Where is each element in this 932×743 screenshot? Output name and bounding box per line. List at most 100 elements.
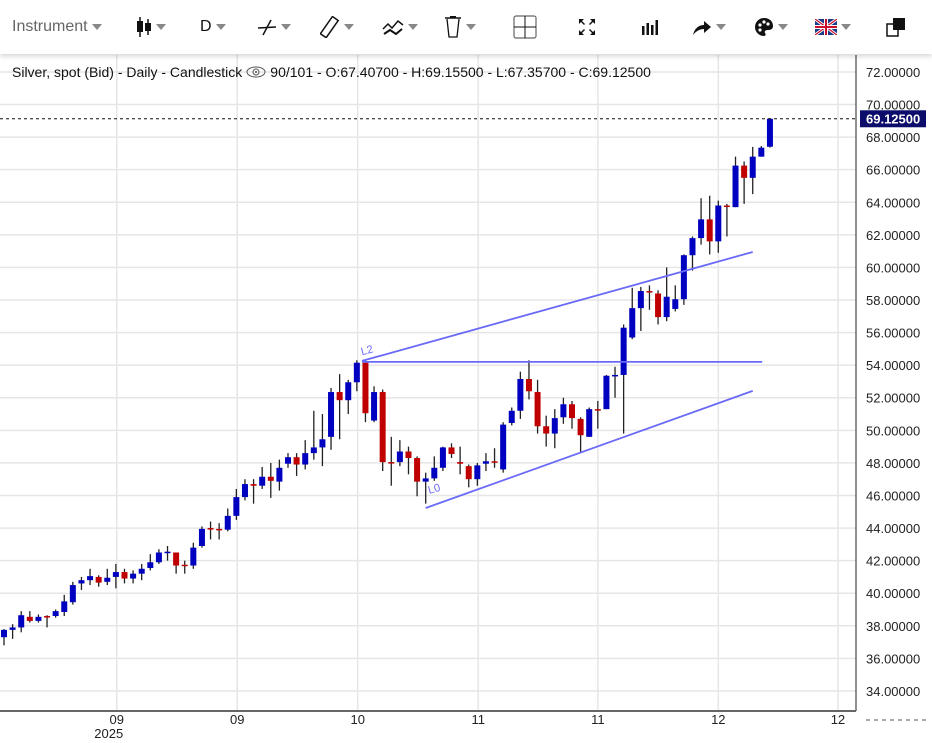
candle-body <box>465 466 472 480</box>
indicator-icon <box>382 19 404 36</box>
price-axis[interactable]: 34.00000 36.00000 38.00000 40.00000 42.00000… <box>866 65 920 699</box>
candle-body <box>758 147 765 157</box>
candle-body <box>491 461 498 463</box>
delete-button[interactable] <box>444 14 476 40</box>
time-tick-label: 11 <box>471 712 485 727</box>
candle <box>104 568 111 586</box>
candle <box>500 422 507 473</box>
candle-body <box>474 465 481 480</box>
line-tool-button[interactable] <box>257 14 291 40</box>
candle-body <box>500 424 507 470</box>
candle <box>138 563 145 581</box>
candle-body <box>646 291 653 293</box>
fullscreen-button[interactable] <box>578 14 596 40</box>
candle-body <box>439 447 446 468</box>
fullscreen-icon <box>579 19 595 35</box>
time-tick-label: 12 <box>831 712 845 727</box>
volume-button[interactable] <box>641 14 659 40</box>
instrument-select[interactable]: Instrument <box>12 14 102 40</box>
last-price-badge: 69.12500 <box>860 110 926 128</box>
price-tick-label: 48.00000 <box>866 456 920 471</box>
indicators-button[interactable] <box>382 14 418 40</box>
candle-body <box>663 296 670 318</box>
drawings[interactable]: L2 L0 <box>360 251 763 509</box>
palette-icon <box>755 18 773 36</box>
candle <box>198 526 205 548</box>
chart-legend: Silver, spot (Bid) - Daily - Candlestick… <box>12 64 651 80</box>
legend-title: Silver, spot (Bid) - Daily - Candlestick <box>12 64 243 80</box>
candle-body <box>569 404 576 419</box>
candle-body <box>482 461 489 464</box>
candle <box>1 629 8 646</box>
theme-button[interactable] <box>754 14 788 40</box>
candle-body <box>336 392 343 401</box>
time-tick-label: 12 <box>711 712 725 727</box>
language-button[interactable] <box>815 14 851 40</box>
candle-body <box>353 362 360 383</box>
candle <box>482 453 489 472</box>
candle-body <box>594 409 601 411</box>
price-tick-label: 68.00000 <box>866 130 920 145</box>
candle <box>586 407 593 437</box>
candle <box>655 290 662 325</box>
ruler-icon <box>320 16 340 38</box>
lower-channel-line[interactable] <box>425 390 754 509</box>
candle-body <box>95 576 102 583</box>
candle <box>224 508 231 532</box>
time-tick-label: 09 <box>110 712 124 727</box>
price-tick-label: 54.00000 <box>866 358 920 373</box>
candle <box>766 118 773 148</box>
legend-ohlc: 90/101 - O:67.40700 - H:69.15500 - L:67.… <box>270 64 651 80</box>
candlestick-icon <box>137 17 151 37</box>
crosshair-button[interactable] <box>513 14 537 40</box>
grid <box>0 55 856 711</box>
candle-body <box>147 562 154 568</box>
candle <box>147 554 154 571</box>
chevron-down-icon <box>778 24 788 30</box>
candle-body <box>138 568 145 574</box>
candle-body <box>285 457 292 464</box>
chevron-down-icon <box>281 24 291 30</box>
candle <box>216 523 223 540</box>
candle <box>672 285 679 312</box>
candle <box>241 479 248 501</box>
candle-body <box>732 165 739 208</box>
candle <box>319 414 326 467</box>
candle-body <box>525 379 532 392</box>
share-button[interactable] <box>692 14 726 40</box>
candle <box>26 611 33 623</box>
popout-button[interactable] <box>886 14 906 40</box>
chevron-down-icon <box>716 24 726 30</box>
price-tick-label: 66.00000 <box>866 163 920 178</box>
ruler-button[interactable] <box>320 14 354 40</box>
price-tick-label: 62.00000 <box>866 228 920 243</box>
chart-type-button[interactable] <box>136 14 166 40</box>
candle-body <box>586 409 593 437</box>
candle-body <box>698 219 705 239</box>
candle <box>379 389 386 472</box>
candle <box>491 448 498 468</box>
candle-body <box>181 564 188 567</box>
candle-body <box>543 426 550 434</box>
eye-icon[interactable] <box>246 65 266 79</box>
price-tick-label: 38.00000 <box>866 619 920 634</box>
price-tick-label: 50.00000 <box>866 423 920 438</box>
candle-body <box>706 219 713 242</box>
candle <box>620 324 627 434</box>
candle <box>336 374 343 440</box>
candle-body <box>61 601 68 612</box>
chevron-down-icon <box>408 24 418 30</box>
price-tick-label: 52.00000 <box>866 391 920 406</box>
candle <box>52 609 59 618</box>
chevron-down-icon <box>841 24 851 30</box>
candle-body <box>310 447 317 454</box>
upper-channel-line[interactable] <box>361 251 753 362</box>
candle <box>121 568 128 584</box>
price-tick-label: 72.00000 <box>866 65 920 80</box>
time-tick-year: 2025 <box>94 726 123 741</box>
candle-body <box>276 467 283 482</box>
candle-body <box>603 375 610 410</box>
period-select[interactable]: D <box>200 14 226 40</box>
